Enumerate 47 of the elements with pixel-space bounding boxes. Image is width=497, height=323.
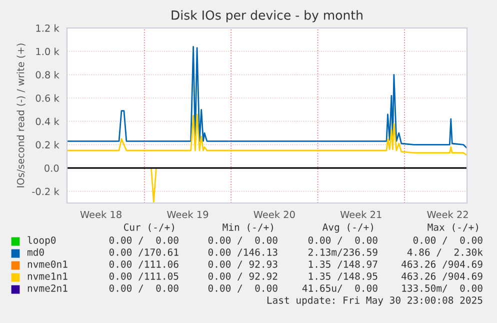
text: Last update: Fri May 30 23:00:08 2025 bbox=[267, 296, 482, 306]
text: 0.00 /111.05 bbox=[109, 272, 178, 281]
text: 463.26 /904.69 bbox=[402, 260, 482, 269]
text: Max (-/+) bbox=[428, 223, 478, 232]
line-series bbox=[67, 114, 467, 156]
text: 133.50m/ 0.00 bbox=[402, 284, 482, 293]
text: 0.00 / 0.00 bbox=[109, 284, 178, 293]
text: 4.86 / 2.30k bbox=[407, 248, 483, 257]
text: Avg (-/+) bbox=[322, 223, 373, 233]
text: 0.00 / 0.00 bbox=[208, 236, 278, 245]
chart-title: Disk IOs per device - by month bbox=[172, 10, 362, 22]
legend-label: nvme1n1 bbox=[28, 272, 68, 280]
legend-label: md0 bbox=[28, 248, 44, 256]
text: 0.00 / 0.00 bbox=[208, 284, 278, 293]
text: Min (-/+) bbox=[222, 223, 273, 232]
y-tick-label: 0.2 k bbox=[36, 140, 60, 148]
text: 1.35 /148.95 bbox=[308, 272, 378, 281]
y-tick-label: 0.8 k bbox=[36, 70, 60, 78]
y-tick-label: 0.4 k bbox=[36, 118, 60, 126]
y-tick-label: -0.2 k bbox=[32, 188, 60, 196]
legend-label: nvme2n1 bbox=[28, 284, 68, 292]
text: 0.00 /146.13 bbox=[208, 248, 278, 257]
x-tick-label: Week 21 bbox=[340, 210, 382, 218]
text: 0.00 /111.06 bbox=[109, 260, 178, 269]
text: 0.00 /170.61 bbox=[109, 248, 178, 257]
y-tick-label: 0.6 k bbox=[36, 94, 60, 102]
text: 0.00 / 92.93 bbox=[208, 260, 278, 269]
x-tick-label: Week 20 bbox=[254, 210, 295, 218]
text: 0.00 / 92.92 bbox=[208, 272, 278, 281]
text: 0.00 / 0.00 bbox=[413, 236, 482, 245]
legend-label: loop0 bbox=[28, 236, 56, 246]
text: 0.00 / 0.00 bbox=[109, 236, 178, 245]
text: 0.00 / 0.00 bbox=[308, 236, 378, 245]
y-tick-label: 1.2 k bbox=[36, 24, 60, 32]
x-tick-label: Week 19 bbox=[167, 210, 208, 218]
text: 41.65u/ 0.00 bbox=[302, 284, 378, 293]
line-series bbox=[67, 46, 467, 149]
y-tick-label: 1.0 k bbox=[36, 48, 60, 56]
text: Cur (-/+) bbox=[124, 223, 174, 232]
legend-label: nvme0n1 bbox=[28, 260, 68, 268]
text: 1.35 /148.97 bbox=[308, 260, 378, 269]
y-axis-title: IOs/second read (-) / write (+) bbox=[16, 44, 26, 188]
text: 2.13m/236.59 bbox=[308, 248, 378, 257]
x-tick-label: Week 18 bbox=[80, 210, 122, 218]
y-tick-label: 0.0 bbox=[44, 164, 59, 172]
text: 463.26 /904.69 bbox=[402, 272, 482, 281]
x-tick-label: Week 22 bbox=[427, 210, 468, 218]
